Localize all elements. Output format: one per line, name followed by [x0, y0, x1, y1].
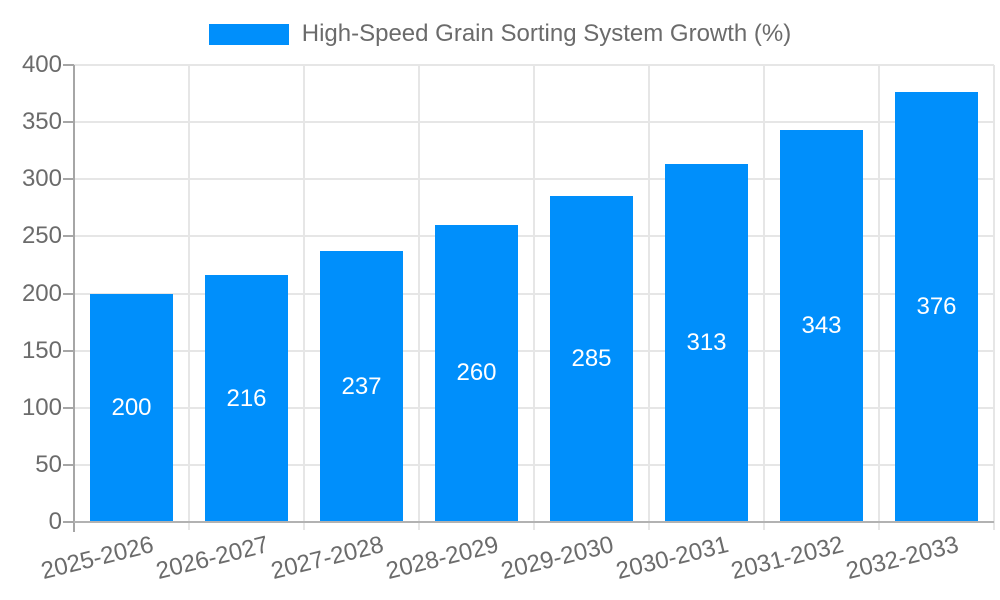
y-axis-tick-label: 300 — [21, 165, 62, 193]
x-axis-tick-label: 2028-2029 — [383, 531, 502, 585]
bar[interactable]: 200 — [90, 293, 173, 522]
y-axis-tick-label: 150 — [21, 336, 62, 364]
bar-value-label: 343 — [801, 312, 842, 340]
bar[interactable]: 237 — [320, 251, 403, 522]
y-axis-tick — [63, 292, 74, 295]
x-axis-tick-label: 2029-2030 — [498, 531, 617, 585]
bar[interactable]: 313 — [665, 164, 748, 522]
y-axis-tick-label: 100 — [21, 393, 62, 421]
vertical-gridline — [418, 65, 420, 530]
bar-value-label: 313 — [686, 329, 727, 357]
x-axis-tick-label: 2031-2032 — [728, 531, 847, 585]
bar-value-label: 200 — [111, 393, 152, 421]
bar[interactable]: 285 — [550, 196, 633, 522]
y-axis-line — [73, 65, 75, 532]
vertical-gridline — [533, 65, 535, 530]
x-axis-tick-label: 2026-2027 — [153, 531, 272, 585]
y-axis-tick — [63, 235, 74, 238]
legend-swatch-icon — [208, 23, 289, 45]
y-axis-tick-label: 250 — [21, 222, 62, 250]
x-axis-tick-label: 2027-2028 — [268, 531, 387, 585]
y-axis-tick — [63, 349, 74, 352]
y-axis-tick — [63, 121, 74, 124]
vertical-gridline — [188, 65, 190, 530]
x-axis-tick-label: 2032-2033 — [843, 531, 962, 585]
y-axis-tick-label: 400 — [21, 51, 62, 78]
x-axis-tick-label: 2030-2031 — [613, 531, 732, 585]
y-axis-tick-label: 0 — [48, 508, 62, 535]
y-axis-tick — [63, 463, 74, 466]
vertical-gridline — [763, 65, 765, 530]
x-axis-tick-label: 2025-2026 — [38, 531, 157, 585]
vertical-gridline — [648, 65, 650, 530]
bar-value-label: 237 — [341, 372, 382, 400]
y-axis-tick-label: 350 — [21, 108, 62, 136]
bar-value-label: 216 — [226, 384, 267, 412]
bar-value-label: 260 — [456, 359, 497, 387]
vertical-gridline — [303, 65, 305, 530]
y-axis-tick-label: 50 — [35, 450, 62, 478]
bar[interactable]: 216 — [205, 275, 288, 522]
y-axis-tick — [63, 406, 74, 409]
bar[interactable]: 343 — [780, 130, 863, 522]
vertical-gridline — [878, 65, 880, 530]
y-axis-tick-label: 200 — [21, 279, 62, 307]
legend-label: High-Speed Grain Sorting System Growth (… — [301, 20, 792, 47]
y-axis-tick — [63, 521, 74, 523]
y-axis-tick — [63, 178, 74, 181]
vertical-gridline — [993, 65, 995, 530]
chart-legend[interactable]: High-Speed Grain Sorting System Growth (… — [0, 20, 1000, 48]
bar[interactable]: 376 — [895, 92, 978, 522]
bar-value-label: 376 — [916, 293, 957, 321]
y-axis-tick — [63, 64, 74, 66]
plot-area: 200 216 237 260 285 313 343 376 — [74, 64, 995, 530]
bar[interactable]: 260 — [435, 224, 518, 522]
x-axis-line — [64, 521, 994, 523]
bar-value-label: 285 — [571, 345, 612, 373]
